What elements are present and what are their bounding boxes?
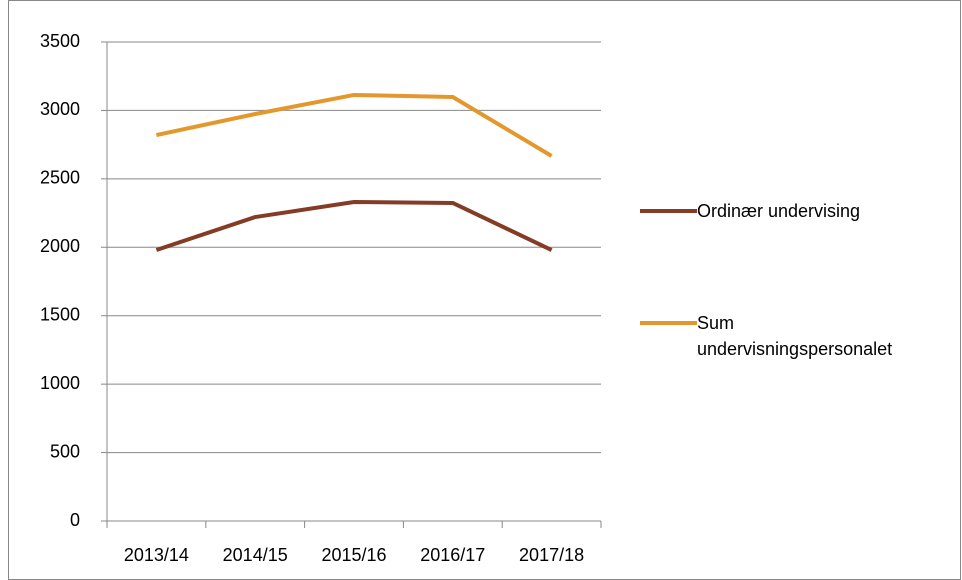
y-tick-label: 0 — [70, 510, 80, 530]
y-tick-label: 2500 — [40, 168, 80, 188]
y-tick-label: 3500 — [40, 31, 80, 51]
y-tick-label: 1500 — [40, 304, 80, 324]
y-tick-label: 1000 — [40, 373, 80, 393]
x-tick-label: 2017/18 — [519, 545, 584, 565]
x-tick-label: 2016/17 — [420, 545, 485, 565]
series-line — [155, 92, 553, 158]
series-line — [155, 199, 553, 252]
y-tick-label: 3000 — [40, 99, 80, 119]
y-tick-label: 2000 — [40, 236, 80, 256]
x-tick-label: 2013/14 — [124, 545, 189, 565]
x-tick-label: 2015/16 — [321, 545, 386, 565]
y-tick-label: 500 — [50, 441, 80, 461]
x-tick-label: 2014/15 — [223, 545, 288, 565]
chart-border — [8, 0, 961, 580]
legend-label: Ordinær undervising — [697, 201, 861, 221]
legend-label: Sum undervisningspersonalet — [697, 313, 893, 359]
